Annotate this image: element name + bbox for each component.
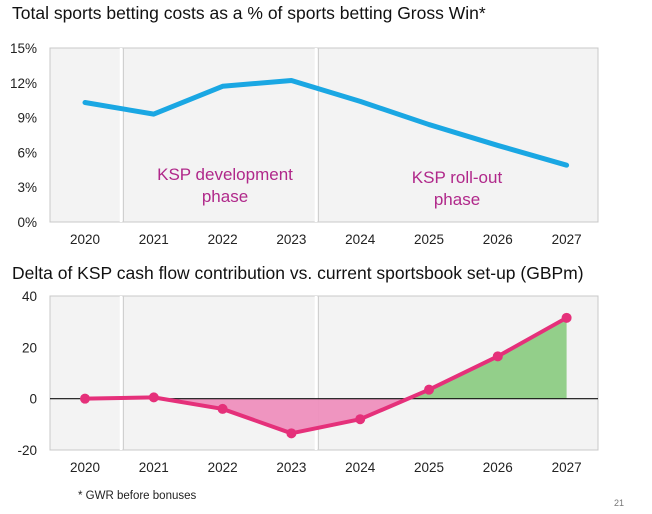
x-tick-label: 2022 bbox=[208, 460, 238, 475]
phase-label-line: phase bbox=[434, 190, 480, 209]
y-tick-label: 3% bbox=[17, 180, 37, 195]
page-number: 21 bbox=[613, 498, 624, 508]
y-tick-label: -20 bbox=[17, 443, 37, 458]
phase-label-line: KSP development bbox=[157, 165, 293, 184]
x-tick-label: 2026 bbox=[483, 460, 513, 475]
x-tick-label: 2021 bbox=[139, 232, 169, 247]
x-tick-label: 2024 bbox=[345, 460, 376, 475]
positive-area bbox=[408, 317, 567, 399]
series-line bbox=[82, 77, 570, 168]
cash-flow-area-chart: 2020 2021 2022 2023 2024 2025 2026 2027 -20 0 20 40 bbox=[17, 289, 599, 475]
data-point bbox=[217, 403, 228, 414]
x-tick-label: 2022 bbox=[208, 232, 238, 247]
phase-label-development: KSP development phase bbox=[157, 165, 293, 206]
y-tick-label: 0% bbox=[17, 215, 37, 230]
x-tick-label: 2026 bbox=[483, 232, 513, 247]
footnote: * GWR before bonuses bbox=[78, 490, 197, 502]
x-tick-label: 2021 bbox=[139, 460, 169, 475]
data-point bbox=[286, 428, 297, 439]
y-tick-label: 15% bbox=[10, 41, 37, 56]
y-tick-label: 20 bbox=[22, 340, 37, 355]
x-tick-label: 2025 bbox=[414, 460, 444, 475]
y-tick-label: 9% bbox=[17, 111, 37, 126]
phase-label-rollout: KSP roll-out phase bbox=[412, 168, 503, 209]
x-tick-label: 2027 bbox=[552, 460, 582, 475]
series-line bbox=[83, 315, 569, 436]
phase-label-line: phase bbox=[202, 187, 248, 206]
chart2-title: Delta of KSP cash flow contribution vs. … bbox=[12, 263, 584, 283]
data-point bbox=[492, 351, 503, 362]
phase-label-line: KSP roll-out bbox=[412, 168, 503, 187]
costs-line-chart: 2020 2021 2022 2023 2024 2025 2026 2027 0% 3% 6% 9%… bbox=[10, 41, 599, 247]
data-point bbox=[148, 392, 159, 403]
data-point bbox=[355, 414, 366, 425]
y-tick-label: 12% bbox=[10, 76, 37, 91]
chart1-plot-area bbox=[49, 47, 599, 223]
data-point bbox=[561, 312, 572, 323]
x-tick-label: 2020 bbox=[70, 232, 100, 247]
chart1-title: Total sports betting costs as a % of spo… bbox=[12, 3, 486, 23]
y-tick-label: 0 bbox=[29, 392, 37, 407]
x-tick-label: 2027 bbox=[552, 232, 582, 247]
x-tick-label: 2020 bbox=[70, 460, 100, 475]
x-tick-label: 2025 bbox=[414, 232, 444, 247]
y-tick-label: 6% bbox=[17, 145, 37, 160]
x-tick-label: 2023 bbox=[276, 232, 306, 247]
y-tick-label: 40 bbox=[22, 289, 37, 304]
data-point bbox=[80, 393, 90, 404]
x-tick-label: 2023 bbox=[276, 460, 306, 475]
x-tick-label: 2024 bbox=[345, 232, 376, 247]
data-point bbox=[424, 384, 434, 395]
